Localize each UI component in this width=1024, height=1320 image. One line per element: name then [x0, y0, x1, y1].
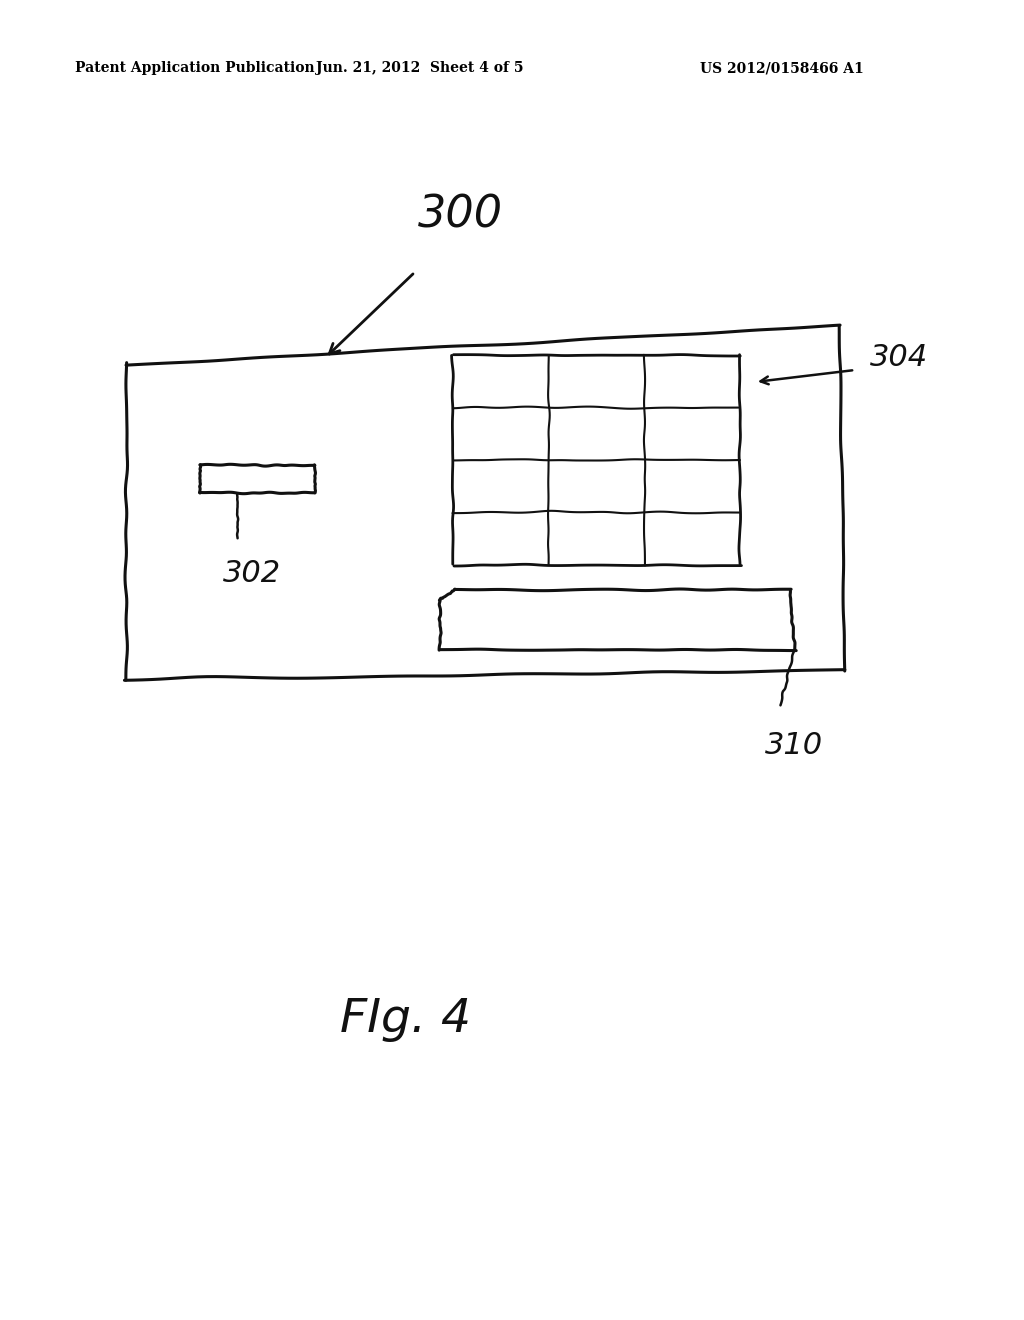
Text: 310: 310 — [765, 730, 823, 759]
Text: 300: 300 — [418, 194, 503, 236]
Text: Jun. 21, 2012  Sheet 4 of 5: Jun. 21, 2012 Sheet 4 of 5 — [316, 61, 523, 75]
Text: US 2012/0158466 A1: US 2012/0158466 A1 — [700, 61, 864, 75]
Text: FIg. 4: FIg. 4 — [340, 998, 471, 1043]
Text: 302: 302 — [222, 558, 281, 587]
Text: 304: 304 — [870, 343, 928, 372]
Text: Patent Application Publication: Patent Application Publication — [75, 61, 314, 75]
